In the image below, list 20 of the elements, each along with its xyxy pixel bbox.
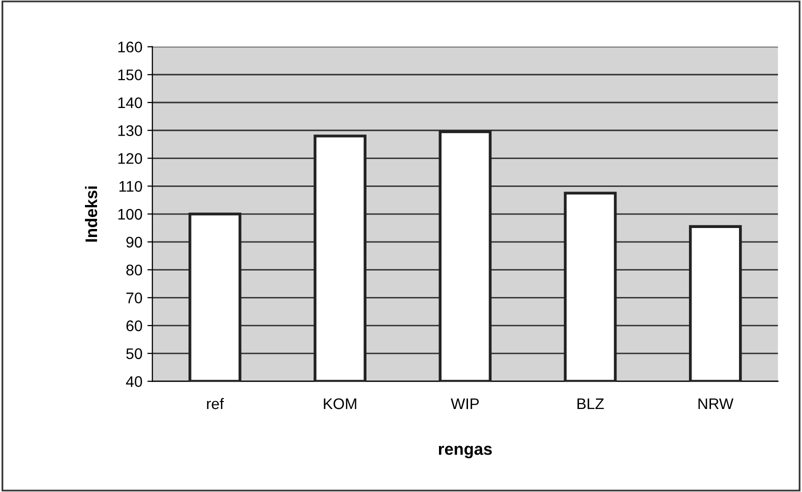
x-tick-label: WIP [450, 398, 479, 410]
y-tick-label: 120 [118, 153, 142, 164]
y-tick-label: 90 [126, 236, 142, 248]
x-tick-label: KOM [324, 398, 356, 410]
x-tick-label: ref [207, 398, 224, 410]
y-tick-label: 150 [118, 69, 142, 80]
y-tick-label: 130 [118, 125, 142, 136]
y-tick-label: 80 [126, 264, 142, 276]
y-tick-label: 140 [118, 97, 142, 108]
x-axis-title: rengas [438, 446, 492, 458]
y-tick-label: 160 [118, 42, 142, 52]
y-tick-label: 50 [126, 348, 142, 360]
y-tick-label: 110 [119, 181, 142, 192]
y-tick-label: 70 [126, 292, 142, 304]
x-tick-label: NRW [698, 398, 734, 410]
y-tick-label: 60 [126, 320, 142, 332]
y-axis-title: Indeksi [84, 186, 98, 242]
x-tick-label: BLZ [578, 398, 604, 410]
y-tick-label: 100 [118, 208, 142, 220]
y-tick-label: 40 [126, 376, 142, 387]
